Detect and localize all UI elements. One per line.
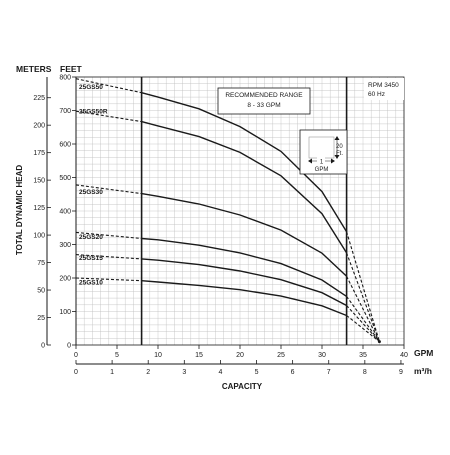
y-tick-label-feet: 0 — [67, 343, 71, 350]
grid — [75, 76, 405, 346]
curve-segment-dashed — [75, 277, 142, 282]
y-tick-label-meters: 200 — [33, 123, 45, 130]
x-tick-label-gpm: 0 — [74, 352, 78, 359]
y-tick-label-feet: 200 — [59, 276, 71, 283]
pump-curve-25gs10: 25GS10 — [75, 277, 380, 343]
x-tick-label-gpm: 25 — [277, 352, 285, 359]
rpm-note: RPM 3450 — [368, 82, 399, 89]
pump-curve-25gs50: 25GS50 — [75, 78, 380, 342]
curve-segment-dashed — [346, 231, 380, 342]
y-unit-meters-label: METERS — [16, 64, 52, 74]
curve-segment-dashed — [75, 254, 142, 260]
curve-label: 25GS50R — [79, 109, 108, 116]
curve-segment-dashed — [75, 110, 142, 123]
x-tick-label-gpm: 5 — [115, 352, 119, 359]
x-tick-label-m3h: 9 — [399, 369, 403, 376]
x-tick-label-m3h: 1 — [110, 369, 114, 376]
curve-segment-solid — [141, 92, 348, 233]
frequency-note: 60 Hz — [368, 91, 385, 98]
curve-segment-dashed — [346, 296, 380, 342]
x-tick-label-m3h: 7 — [327, 369, 331, 376]
x-tick-label-m3h: 2 — [146, 369, 150, 376]
y-tick-label-feet: 300 — [59, 242, 71, 249]
pump-curve-25gs15: 25GS15 — [75, 254, 380, 342]
y-tick-label-feet: 700 — [59, 108, 71, 115]
x-unit-gpm-label: GPM — [414, 348, 433, 358]
curve-segment-dashed — [75, 78, 142, 94]
y-tick-label-meters: 175 — [33, 150, 45, 157]
x-tick-label-gpm: 35 — [359, 352, 367, 359]
y-tick-label-meters: 50 — [37, 288, 45, 295]
x-tick-label-gpm: 30 — [318, 352, 326, 359]
curve-segment-dashed — [75, 184, 142, 195]
pump-curve-25gs20: 25GS20 — [75, 231, 380, 342]
curve-segment-dashed — [346, 252, 380, 342]
pump-curve-25gs30: 25GS30 — [75, 184, 380, 342]
recommended-range-label: RECOMMENDED RANGE — [225, 92, 303, 99]
x-tick-label-m3h: 5 — [255, 369, 259, 376]
scale-key: 20 Ft. 1 GPM — [299, 129, 348, 175]
x-tick-label-m3h: 8 — [363, 369, 367, 376]
axes: 0100200300400500600700800025507510012515… — [33, 75, 408, 377]
x-tick-label-gpm: 10 — [154, 352, 162, 359]
scale-key-vertical-unit: Ft. — [336, 151, 343, 157]
y-tick-label-meters: 100 — [33, 233, 45, 240]
curve-segment-dashed — [346, 276, 380, 342]
curve-label: 25GS15 — [79, 255, 103, 262]
curve-label: 25GS10 — [79, 280, 103, 287]
curve-segment-solid — [141, 280, 347, 317]
scale-key-horizontal-unit: GPM — [315, 167, 329, 173]
curve-segment-dashed — [346, 305, 380, 342]
x-tick-label-gpm: 40 — [400, 352, 408, 359]
curve-segment-solid — [141, 192, 348, 277]
y-tick-label-feet: 100 — [59, 309, 71, 316]
recommended-range-values: 8 - 33 GPM — [247, 102, 280, 109]
y-tick-label-meters: 0 — [41, 343, 45, 350]
curve-segment-solid — [141, 258, 347, 307]
x-tick-label-m3h: 6 — [291, 369, 295, 376]
recommended-range-box: RECOMMENDED RANGE 8 - 33 GPM — [217, 87, 311, 115]
y-tick-label-meters: 225 — [33, 95, 45, 102]
y-tick-label-meters: 125 — [33, 205, 45, 212]
y-tick-label-feet: 600 — [59, 142, 71, 149]
y-tick-label-feet: 400 — [59, 209, 71, 216]
x-unit-m3h-label: m³/h — [414, 366, 432, 376]
scale-key-vertical-value: 20 — [336, 144, 343, 150]
y-axis-title: TOTAL DYNAMIC HEAD — [15, 165, 24, 255]
y-tick-label-meters: 75 — [37, 260, 45, 267]
y-tick-label-meters: 150 — [33, 178, 45, 185]
curve-segment-dashed — [75, 231, 142, 240]
x-tick-label-m3h: 4 — [218, 369, 222, 376]
pump-curves: 25GS50 25GS50R 25GS30 25GS20 25GS15 25GS10 — [75, 78, 381, 344]
shutoff-point — [377, 340, 381, 344]
x-axis-title: CAPACITY — [222, 382, 263, 391]
scale-key-horizontal-value: 1 — [320, 160, 324, 166]
curve-label: 25GS50 — [79, 84, 103, 91]
x-tick-label-m3h: 0 — [74, 369, 78, 376]
curve-label: 25GS30 — [79, 189, 103, 196]
y-tick-label-meters: 25 — [37, 315, 45, 322]
pump-curve-25gs50r: 25GS50R — [75, 109, 380, 342]
curve-segment-dashed — [346, 315, 380, 343]
x-tick-label-gpm: 20 — [236, 352, 244, 359]
chart-labels: METERS FEET TOTAL DYNAMIC HEAD GPM m³/h … — [15, 64, 433, 391]
y-unit-feet-label: FEET — [60, 64, 83, 74]
curve-label: 25GS20 — [79, 234, 103, 241]
x-tick-label-m3h: 3 — [182, 369, 186, 376]
x-tick-label-gpm: 15 — [195, 352, 203, 359]
curve-segment-solid — [141, 120, 348, 254]
curve-segment-solid — [141, 237, 347, 297]
y-tick-label-feet: 500 — [59, 175, 71, 182]
y-tick-label-feet: 800 — [59, 75, 71, 82]
